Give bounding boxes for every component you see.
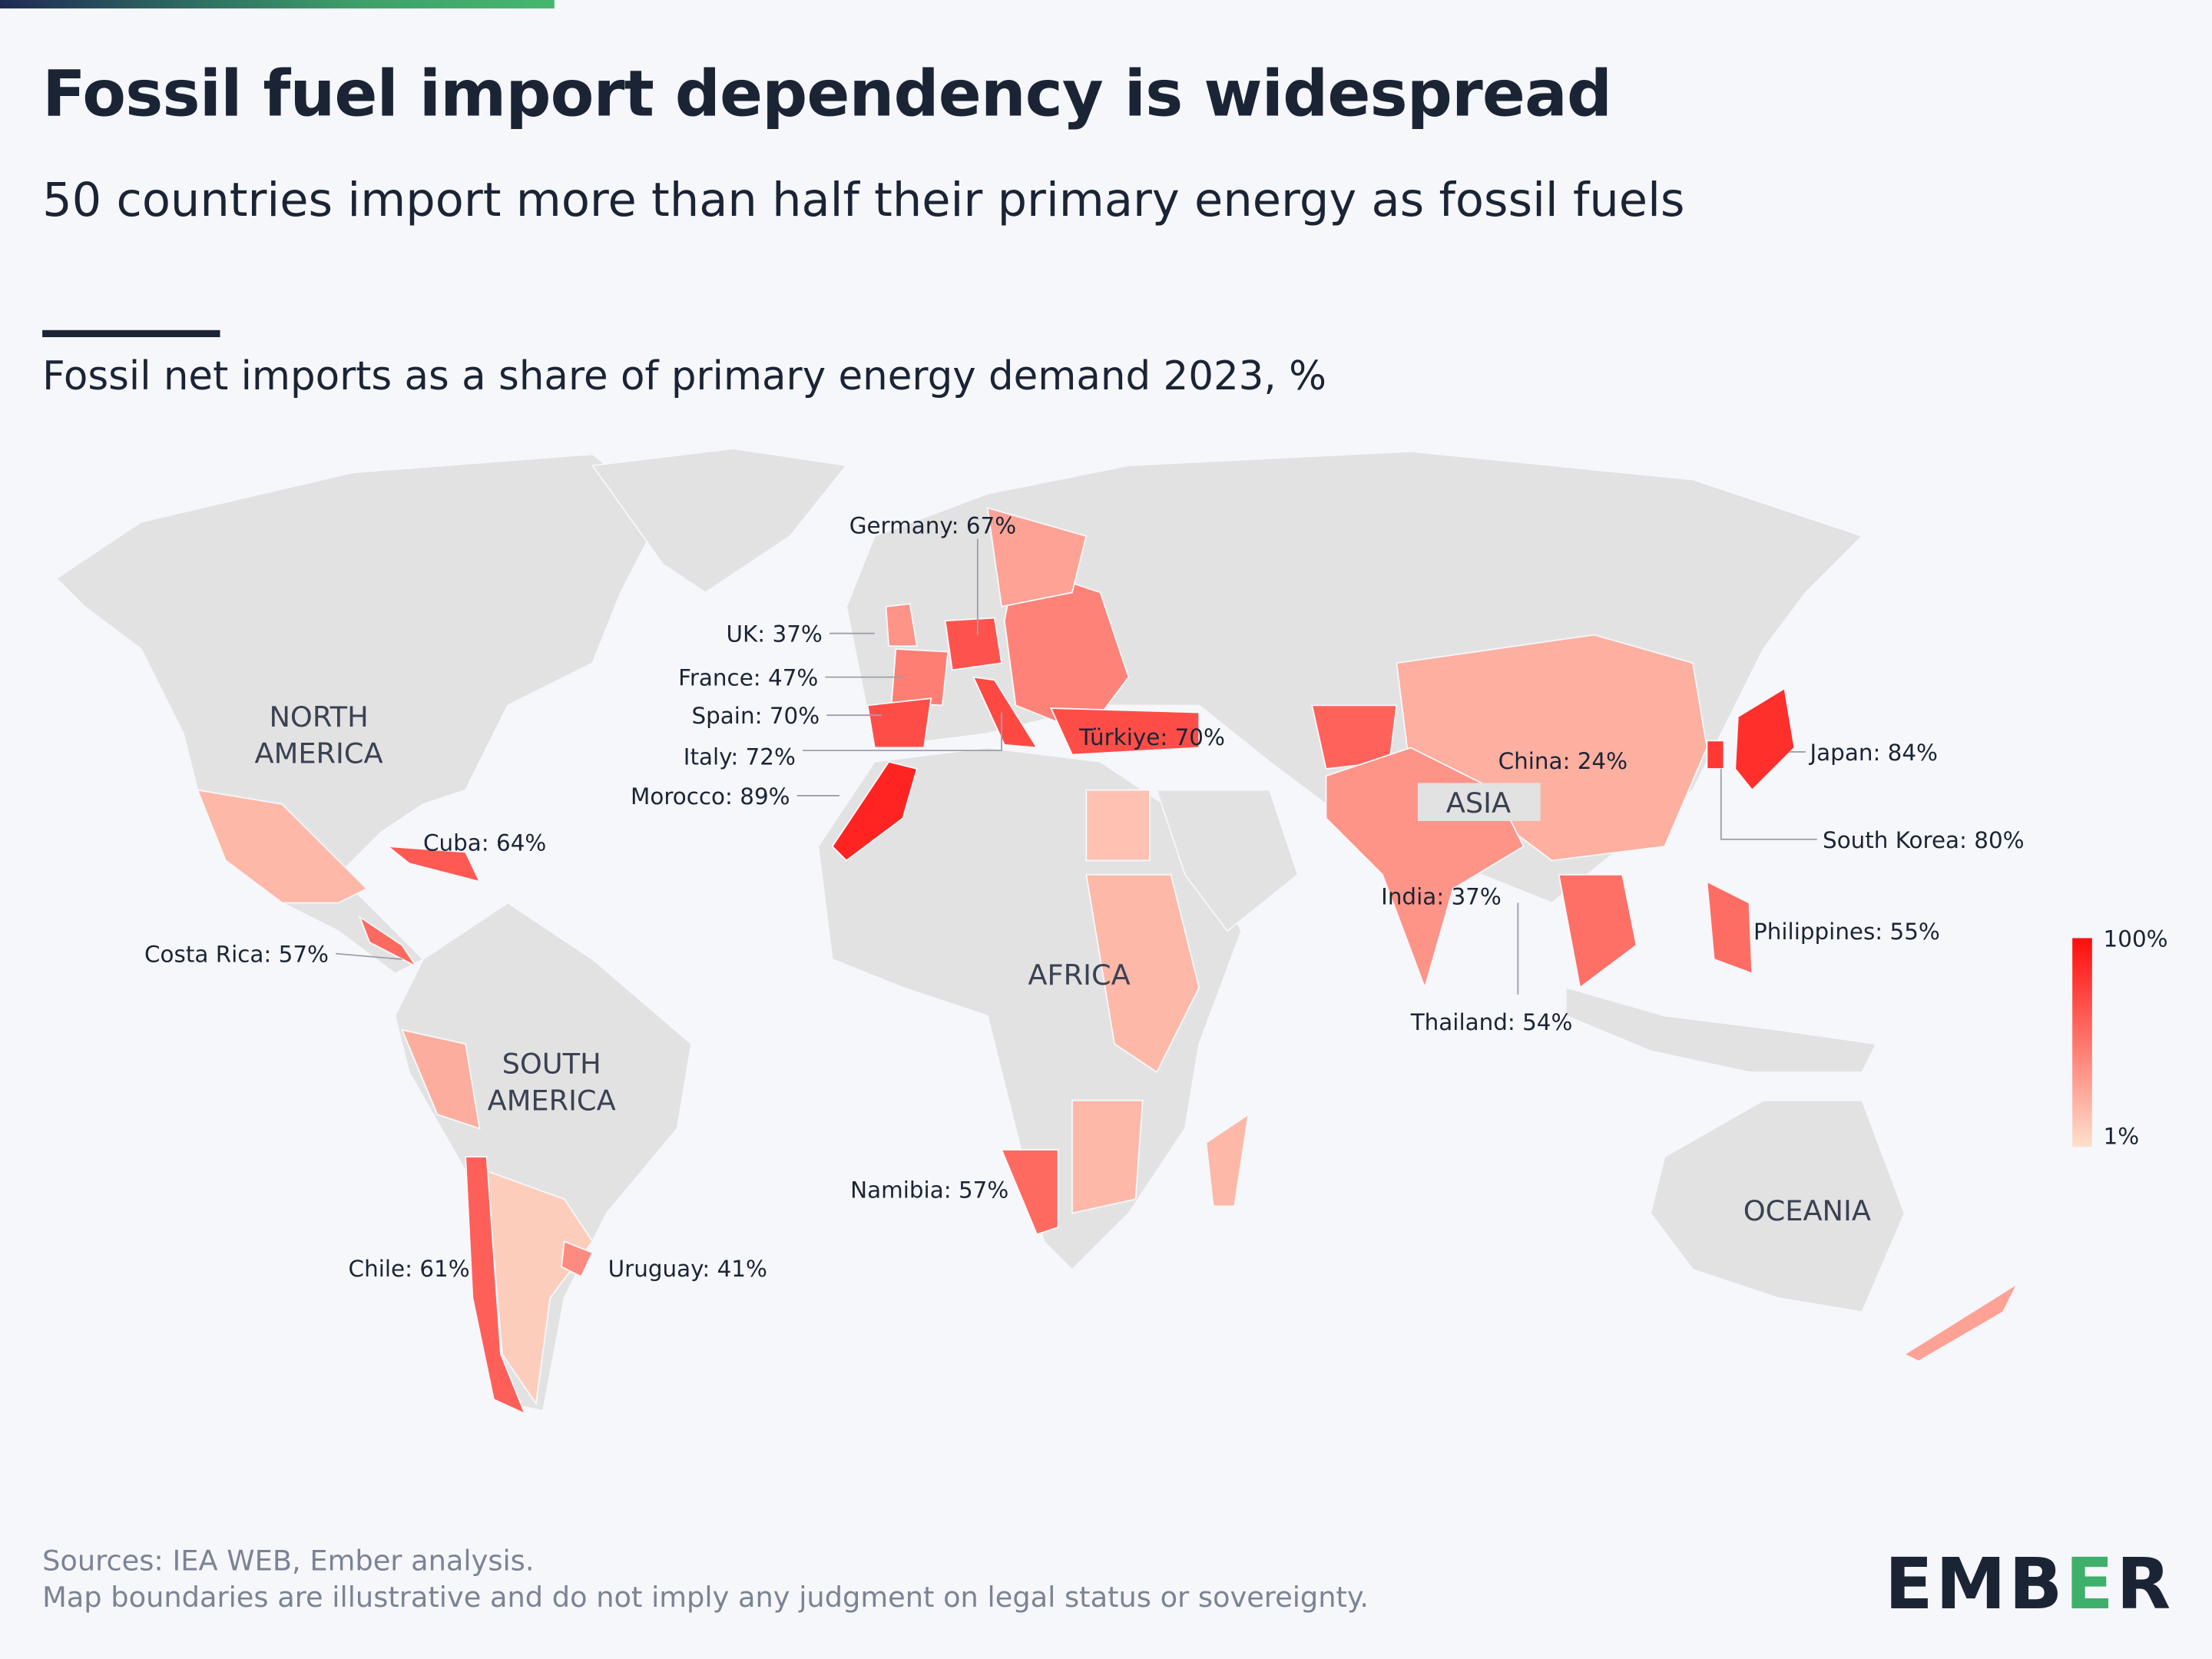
- australia: [1649, 1099, 1906, 1313]
- country-shape-philippines: [1706, 880, 1753, 975]
- country-shape-peru: [400, 1028, 481, 1130]
- country-label-chile: Chile: 61%: [349, 1256, 470, 1282]
- leader-south-korea: [1720, 769, 1817, 840]
- country-label-t-rkiye: Türkiye: 70%: [1078, 724, 1225, 750]
- disclaimer-note: Map boundaries are illustrative and do n…: [42, 1580, 1369, 1614]
- chart-title: Fossil net imports as a share of primary…: [42, 353, 1326, 399]
- country-label-china: China: 24%: [1498, 748, 1628, 774]
- country-shape-chile: [465, 1156, 526, 1416]
- country-shape-france: [890, 647, 949, 707]
- country-label-thailand: Thailand: 54%: [1410, 1009, 1573, 1035]
- brand-bar: [0, 0, 555, 9]
- country-label-cuba: Cuba: 64%: [423, 830, 546, 856]
- indonesia: [1565, 986, 1878, 1073]
- country-label-namibia: Namibia: 57%: [850, 1177, 1008, 1203]
- country-shape-south-korea: [1706, 740, 1725, 770]
- country-label-italy: Italy: 72%: [684, 744, 796, 770]
- country-shape-new zealand: [1902, 1281, 2019, 1363]
- country-label-south-korea: South Korea: 80%: [1823, 827, 2025, 853]
- country-shape-germany: [944, 617, 1003, 671]
- country-shape-t-rkiye: [1049, 707, 1200, 756]
- country-label-costa-rica: Costa Rica: 57%: [144, 942, 329, 968]
- country-label-philippines: Philippines: 55%: [1753, 919, 1940, 945]
- country-shape-cuba: [386, 845, 482, 883]
- country-shape-japan: [1734, 687, 1796, 791]
- country-shape-madagascar: [1205, 1113, 1250, 1207]
- logo-part: EMB: [1884, 1543, 2066, 1625]
- south-america: [394, 902, 692, 1412]
- region-label-asia: ASIA: [1446, 786, 1511, 820]
- region-label-north-america-1: NORTH: [269, 700, 368, 733]
- country-label-uruguay: Uruguay: 41%: [608, 1256, 767, 1282]
- country-shape-egypt: [1085, 789, 1151, 862]
- country-shape-italy: [972, 676, 1038, 749]
- country-label-germany: Germany: 67%: [849, 512, 1016, 538]
- sources-note: Sources: IEA WEB, Ember analysis.: [42, 1543, 535, 1578]
- country-label-india: India: 37%: [1381, 883, 1502, 909]
- country-shape-thailand: [1558, 873, 1637, 989]
- country-label-uk: UK: 37%: [727, 621, 823, 647]
- greenland: [591, 448, 848, 594]
- region-label-north-america-2: AMERICA: [255, 737, 383, 770]
- legend-max-label: 100%: [2104, 926, 2168, 952]
- ember-logo: EMBER: [1885, 1543, 2174, 1625]
- region-label-africa: AFRICA: [1028, 959, 1130, 992]
- country-label-morocco: Morocco: 89%: [631, 783, 790, 810]
- country-shape-scandinavia: [986, 506, 1088, 608]
- country-label-france: France: 47%: [678, 665, 818, 691]
- logo-part-green: E: [2065, 1543, 2117, 1625]
- leader-italy: [803, 712, 1002, 752]
- country-shape-spain: [866, 697, 932, 749]
- country-shape-morocco: [831, 760, 919, 862]
- logo-part: R: [2116, 1543, 2174, 1625]
- leader-costa-rica: [336, 952, 402, 960]
- legend-color-bar: [2072, 938, 2092, 1147]
- country-shape-mexico: [196, 789, 369, 904]
- region-label-oceania: OCEANIA: [1743, 1194, 1871, 1227]
- divider: [42, 329, 220, 337]
- country-shape-southern-africa: [1071, 1099, 1144, 1214]
- country-shape-argentina: [485, 1170, 594, 1406]
- region-label-south-america-1: SOUTH: [502, 1048, 601, 1081]
- country-shape-namibia: [1000, 1149, 1059, 1236]
- country-label-spain: Spain: 70%: [692, 703, 820, 729]
- asia-label-bg: [1417, 783, 1541, 821]
- country-shape-costa-rica: [358, 915, 419, 969]
- legend-min-label: 1%: [2104, 1124, 2140, 1150]
- region-label-south-america-2: AMERICA: [488, 1084, 616, 1118]
- arabia: [1155, 789, 1299, 932]
- country-shape-uruguay: [561, 1240, 594, 1278]
- country-label-japan: Japan: 84%: [1809, 740, 1938, 766]
- page-subtitle: 50 countries import more than half their…: [42, 172, 1685, 227]
- country-shape-east-africa: [1085, 873, 1200, 1074]
- country-shape-uk: [885, 603, 918, 647]
- page-title: Fossil fuel import dependency is widespr…: [42, 56, 1612, 131]
